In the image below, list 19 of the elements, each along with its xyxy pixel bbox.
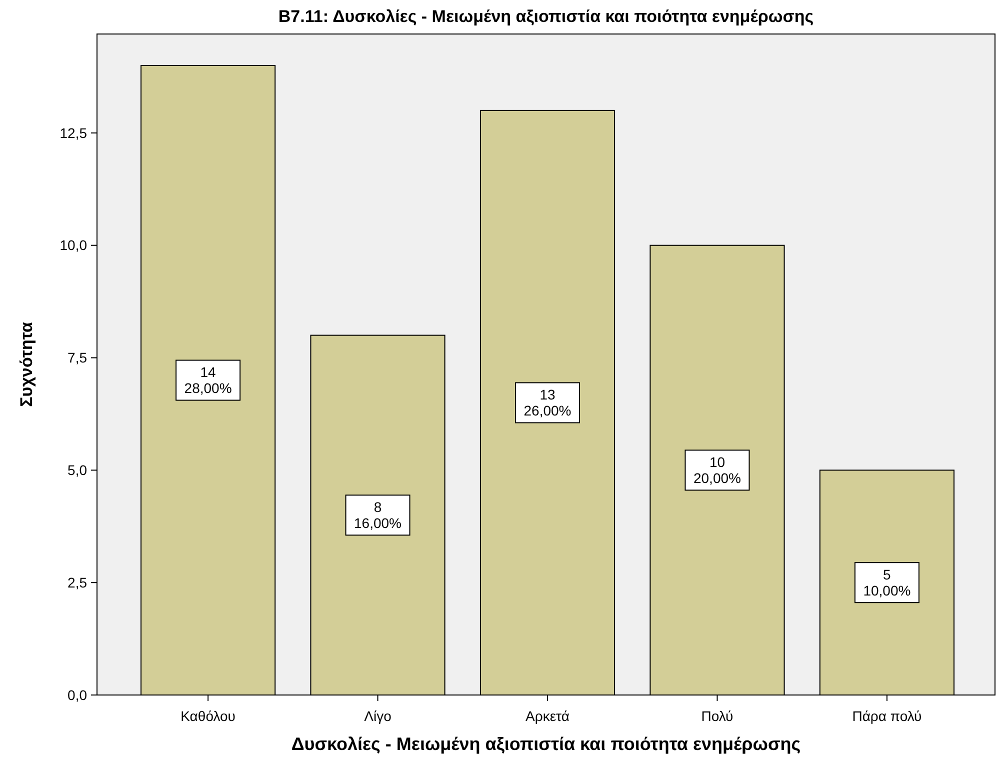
data-label: 5 10,00% [863, 566, 911, 599]
data-label: 14 28,00% [184, 364, 232, 396]
y-tick-label: 5,0 [68, 462, 88, 478]
y-tick-label: 2,5 [68, 574, 88, 590]
x-tick-label: Λίγο [364, 708, 392, 724]
data-label: 8 16,00% [354, 499, 402, 532]
chart-title: Β7.11: Δυσκολίες - Μειωμένη αξιοπιστία και ποιότητα ενημέρωσης [278, 7, 814, 26]
data-label: 10 20,00% [693, 454, 741, 486]
y-tick-label: 0,0 [68, 686, 88, 703]
x-tick-label: Καθόλου [180, 708, 236, 724]
x-axis-title: Δυσκολίες - Μειωμένη αξιοπιστία και ποιότητα ενημέρωσης [291, 734, 801, 754]
x-tick-label: Αρκετά [526, 708, 570, 724]
data-label: 13 26,00% [524, 386, 572, 419]
y-tick-label: 10,0 [60, 237, 88, 254]
x-tick-label: Πάρα πολύ [852, 708, 922, 724]
y-tick-label: 12,5 [60, 124, 88, 141]
y-tick-label: 7,5 [68, 350, 88, 366]
y-axis-title: Συχνότητα [17, 322, 36, 407]
x-tick-label: Πολύ [701, 708, 734, 724]
